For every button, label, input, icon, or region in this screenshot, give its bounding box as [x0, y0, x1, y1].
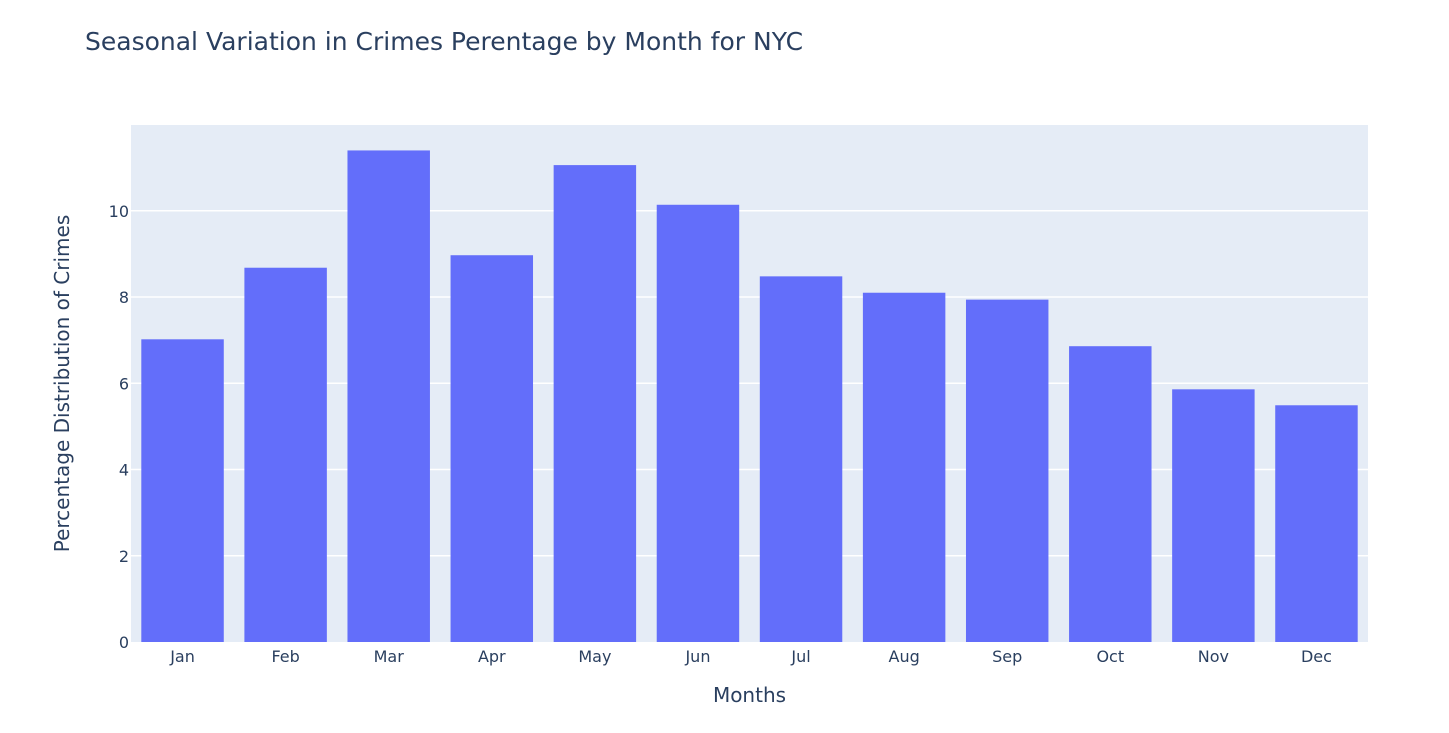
- x-axis-title: Months: [713, 683, 786, 707]
- x-tick-label: Apr: [478, 647, 506, 666]
- x-tick-label: Jul: [790, 647, 810, 666]
- gridlines: [131, 210, 1368, 557]
- bar-oct[interactable]: [1069, 346, 1152, 642]
- bar-nov[interactable]: [1172, 389, 1255, 642]
- x-tick-label: Aug: [889, 647, 920, 666]
- y-tick-label: 8: [119, 288, 129, 307]
- bars: [141, 150, 1358, 643]
- bar-jun[interactable]: [656, 204, 740, 643]
- bar-dec[interactable]: [1275, 405, 1358, 642]
- bar-mar[interactable]: [347, 150, 430, 642]
- x-tick-label: Jun: [684, 647, 710, 666]
- y-tick-labels: 0 2 4 6 8 10: [109, 202, 129, 652]
- bar-sep[interactable]: [965, 299, 1049, 642]
- y-axis-title: Percentage Distribution of Crimes: [50, 215, 74, 553]
- x-tick-label: Oct: [1096, 647, 1124, 666]
- y-tick-label: 2: [119, 547, 129, 566]
- bar-jan[interactable]: [141, 339, 224, 642]
- y-tick-label: 10: [109, 202, 129, 221]
- x-tick-label: Sep: [992, 647, 1022, 666]
- x-tick-label: Nov: [1198, 647, 1229, 666]
- x-tick-label: May: [578, 647, 611, 666]
- bar-may[interactable]: [553, 165, 637, 642]
- bar-apr[interactable]: [450, 255, 534, 642]
- x-tick-label: Jan: [169, 647, 195, 666]
- bar-feb[interactable]: [244, 267, 327, 642]
- y-tick-label: 6: [119, 374, 129, 393]
- y-tick-label: 4: [119, 461, 129, 480]
- bar-jul[interactable]: [759, 276, 843, 642]
- y-tick-label: 0: [119, 633, 129, 652]
- x-tick-label: Feb: [271, 647, 299, 666]
- x-tick-labels: Jan Feb Mar Apr May Jun Jul Aug Sep Oct Nov Dec: [169, 647, 1332, 666]
- bar-aug[interactable]: [862, 292, 946, 642]
- x-tick-label: Mar: [374, 647, 405, 666]
- chart-title: Seasonal Variation in Crimes Perentage b…: [85, 27, 803, 56]
- x-tick-label: Dec: [1301, 647, 1332, 666]
